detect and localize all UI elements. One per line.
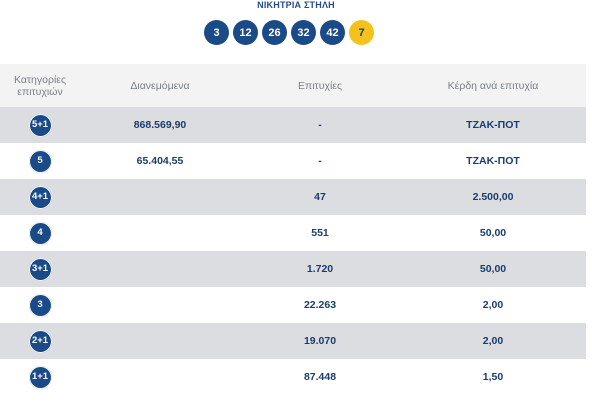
- winning-number-ball: 12: [233, 20, 258, 45]
- table-row: 4+1 47 2.500,00: [0, 179, 586, 215]
- table-row: 3 22.263 2,00: [0, 287, 586, 323]
- table-row: 3+1 1.720 50,00: [0, 251, 586, 287]
- prize-cell: ΤΖΑΚ-ΠΟΤ: [466, 155, 520, 167]
- prize-cell: 2,00: [482, 335, 504, 347]
- column-header-winners: Επιτυχίες: [297, 79, 343, 92]
- table-row: 5+1 868.569,90 - ΤΖΑΚ-ΠΟΤ: [0, 107, 586, 143]
- table-row: 5 65.404,55 - ΤΖΑΚ-ΠΟΤ: [0, 143, 586, 179]
- prize-cell: 1,50: [482, 371, 504, 383]
- winners-cell: 551: [311, 227, 329, 239]
- winners-cell: 47: [314, 191, 326, 203]
- prize-cell: 50,00: [479, 227, 507, 239]
- winners-cell: -: [318, 155, 322, 167]
- category-badge: 5: [28, 149, 52, 173]
- winning-numbers: 3 12 26 32 42 7: [204, 20, 374, 46]
- column-header-category: Κατηγορίες επιτυχιών: [13, 73, 67, 98]
- prize-cell: 2.500,00: [472, 191, 514, 203]
- category-badge: 3: [28, 293, 52, 317]
- category-badge: 1+1: [28, 365, 52, 389]
- winning-number-ball: 3: [204, 20, 229, 45]
- category-badge: 4+1: [28, 185, 52, 209]
- prize-cell: 2,00: [482, 299, 504, 311]
- distributed-cell: 65.404,55: [136, 155, 184, 167]
- category-badge: 3+1: [28, 257, 52, 281]
- winners-cell: 22.263: [303, 299, 337, 311]
- winners-cell: 87.448: [303, 371, 337, 383]
- prize-cell: ΤΖΑΚ-ΠΟΤ: [466, 119, 520, 131]
- column-header-prize: Κέρδη ανά επιτυχία: [447, 79, 539, 92]
- prize-table: Κατηγορίες επιτυχιών Διανεμόμενα Επιτυχί…: [0, 64, 586, 395]
- winners-cell: 1.720: [306, 263, 334, 275]
- table-row: 4 551 50,00: [0, 215, 586, 251]
- winners-cell: 19.070: [303, 335, 337, 347]
- winners-cell: -: [318, 119, 322, 131]
- winning-number-ball: 32: [291, 20, 316, 45]
- table-row: 1+1 87.448 1,50: [0, 359, 586, 395]
- winning-number-ball: 42: [320, 20, 345, 45]
- prize-cell: 50,00: [479, 263, 507, 275]
- table-row: 2+1 19.070 2,00: [0, 323, 586, 359]
- distributed-cell: 868.569,90: [133, 119, 187, 131]
- winning-number-ball: 26: [262, 20, 287, 45]
- category-badge: 5+1: [28, 113, 52, 137]
- category-badge: 4: [28, 221, 52, 245]
- column-header-distributed: Διανεμόμενα: [130, 79, 190, 92]
- category-badge: 2+1: [28, 329, 52, 353]
- joker-number-ball: 7: [349, 20, 374, 45]
- winning-column-title: ΝΙΚΗΤΡΙΑ ΣΤΗΛΗ: [257, 0, 335, 10]
- table-header: Κατηγορίες επιτυχιών Διανεμόμενα Επιτυχί…: [0, 64, 586, 107]
